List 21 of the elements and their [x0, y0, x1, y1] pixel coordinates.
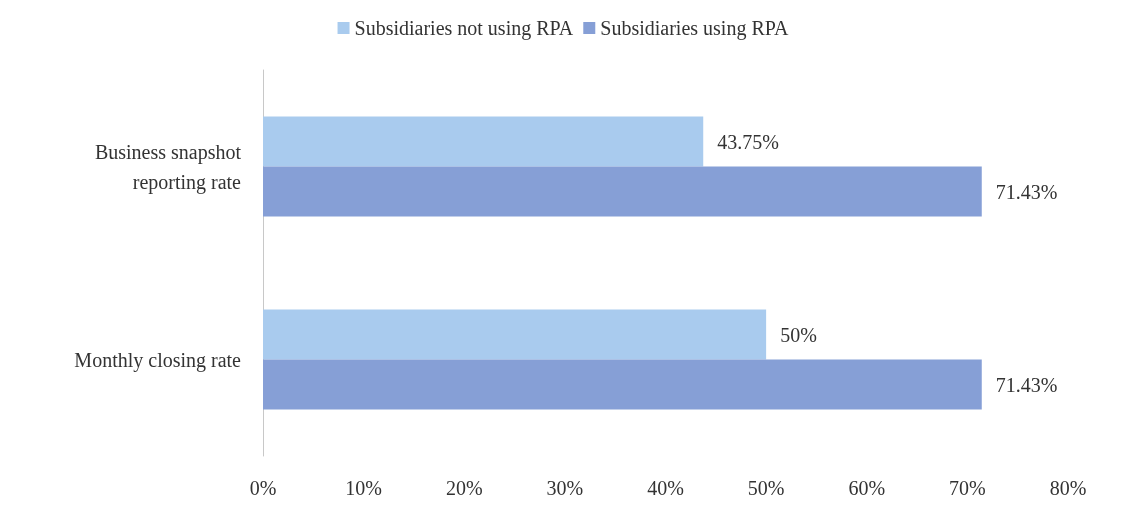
bar — [263, 359, 982, 410]
x-tick-label: 10% — [345, 477, 382, 499]
bar — [263, 116, 704, 167]
y-tick-label: Monthly closing rate — [74, 348, 242, 372]
bar — [263, 309, 767, 360]
bar — [263, 166, 982, 217]
x-tick-label: 60% — [848, 477, 886, 499]
x-tick-label: 20% — [445, 477, 483, 499]
data-label: 71.43% — [995, 373, 1058, 396]
x-tick-label: 0% — [249, 477, 277, 499]
data-label: 71.43% — [995, 180, 1058, 203]
data-label: 43.75% — [717, 130, 779, 153]
legend-label: Subsidiaries using RPA — [600, 17, 790, 40]
x-tick-label: 30% — [546, 477, 584, 499]
x-tick-label: 40% — [647, 477, 684, 499]
x-tick-label: 50% — [747, 477, 785, 499]
x-tick-label: 80% — [1049, 477, 1087, 499]
data-label: 50% — [780, 323, 817, 346]
x-tick-label: 70% — [949, 477, 986, 499]
legend-label: Subsidiaries not using RPA — [354, 17, 574, 40]
y-tick-label: Business snapshot reporting rate — [94, 140, 242, 194]
